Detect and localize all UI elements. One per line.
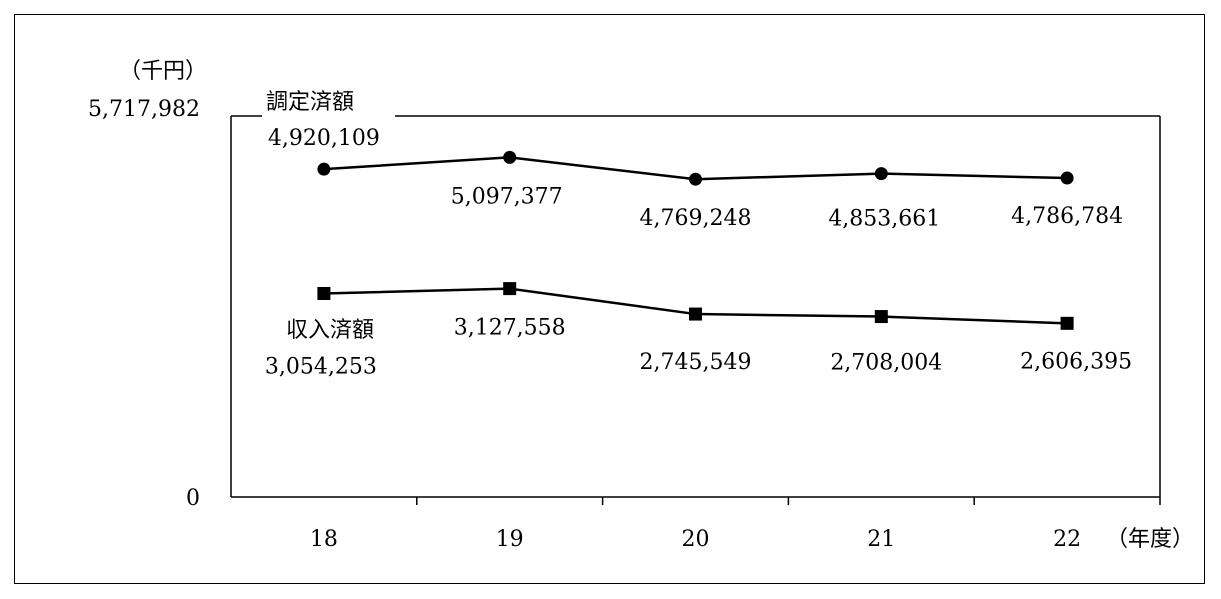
data-label: 3,127,558 bbox=[454, 316, 566, 341]
data-label: 4,786,784 bbox=[1011, 204, 1123, 229]
data-point-circle bbox=[689, 172, 702, 186]
data-point-circle bbox=[874, 167, 888, 181]
x-tick-label: 20 bbox=[682, 527, 710, 552]
data-point-square bbox=[503, 282, 517, 296]
x-tick-label: 22 bbox=[1053, 527, 1081, 552]
data-point-circle bbox=[503, 150, 517, 164]
x-tick-label: 18 bbox=[310, 527, 338, 552]
data-label: 2,708,004 bbox=[830, 351, 942, 376]
data-point-square bbox=[317, 286, 331, 300]
data-label: 2,745,549 bbox=[640, 350, 752, 375]
x-tick-label: 21 bbox=[867, 527, 895, 552]
x-unit-label: （年度） bbox=[1106, 527, 1194, 552]
series-1: 4,920,109 5,097,377 4,769,248 4,853,661 4,78… bbox=[268, 126, 1123, 231]
data-point-square bbox=[689, 307, 702, 321]
y-unit-label: （千円） bbox=[119, 59, 207, 84]
data-point-square bbox=[1060, 316, 1074, 330]
series-layer: 4,920,109 5,097,377 4,769,248 4,853,661 4,78… bbox=[265, 126, 1132, 379]
data-point-circle bbox=[1060, 171, 1074, 185]
data-label: 4,853,661 bbox=[828, 207, 940, 232]
series-name-label-1: 調定済額 bbox=[266, 90, 354, 115]
series-name-label-2: 収入済額 bbox=[286, 318, 374, 343]
x-axis-ticks bbox=[416, 497, 1161, 505]
x-tick-labels: 18 19 20 21 22 bbox=[310, 527, 1081, 552]
data-label: 2,606,395 bbox=[1020, 349, 1132, 374]
data-label: 5,097,377 bbox=[451, 184, 563, 209]
y-tick-label-max: 5,717,982 bbox=[88, 97, 200, 122]
chart-frame bbox=[14, 14, 1205, 584]
y-tick-label-zero: 0 bbox=[186, 486, 200, 511]
data-point-square bbox=[874, 310, 888, 324]
data-label: 4,920,109 bbox=[268, 126, 380, 151]
x-tick-label: 19 bbox=[496, 527, 524, 552]
data-label: 3,054,253 bbox=[265, 354, 377, 379]
data-point-circle bbox=[317, 162, 331, 176]
data-label: 4,769,248 bbox=[640, 206, 752, 231]
series-2: 3,054,253 3,127,558 2,745,549 2,708,004 2,60… bbox=[265, 282, 1132, 379]
